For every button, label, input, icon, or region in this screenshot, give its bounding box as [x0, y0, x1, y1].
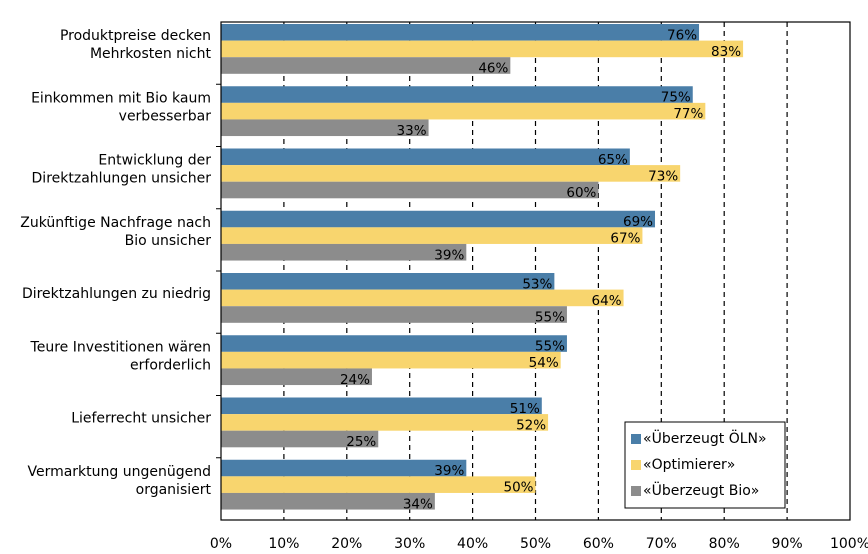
x-tick-label: 0% — [210, 536, 232, 552]
category-label: verbesserbar — [119, 108, 212, 124]
x-tick-label: 90% — [772, 536, 803, 552]
value-label: 52% — [516, 417, 546, 433]
value-label: 39% — [434, 463, 464, 479]
category-label: Direktzahlungen zu niedrig — [22, 286, 211, 302]
value-label: 39% — [434, 247, 464, 263]
plot-frame — [220, 21, 851, 521]
value-label: 54% — [529, 355, 559, 371]
category-label: Bio unsicher — [125, 233, 212, 249]
category-label: Teure Investitionen wären — [30, 339, 211, 355]
x-tick-label: 80% — [709, 536, 740, 552]
value-label: 73% — [648, 168, 678, 184]
bar — [221, 24, 700, 41]
legend-swatch — [631, 434, 641, 444]
value-label: 24% — [340, 372, 370, 388]
value-label: 69% — [623, 214, 653, 230]
bar — [221, 368, 372, 386]
category-label: Zukünftige Nachfrage nach — [20, 215, 211, 231]
bar — [221, 414, 549, 431]
legend-swatch — [631, 486, 641, 496]
legend-box — [624, 421, 786, 509]
value-label: 76% — [667, 27, 697, 43]
value-label: 33% — [397, 123, 427, 139]
x-tick-label: 70% — [646, 536, 677, 552]
x-tick-label: 10% — [268, 536, 299, 552]
bar — [221, 351, 561, 369]
x-tick-label: 40% — [457, 536, 488, 552]
value-label: 83% — [711, 44, 741, 60]
value-label: 34% — [403, 496, 433, 512]
category-label: Lieferrecht unsicher — [71, 411, 211, 427]
bar — [221, 57, 511, 74]
x-tick-label: 30% — [394, 536, 425, 552]
bar — [221, 397, 542, 415]
category-label: erforderlich — [130, 357, 211, 373]
x-tick-label: 20% — [331, 536, 362, 552]
x-tick-label: 60% — [583, 536, 614, 552]
bar — [221, 476, 536, 493]
bar — [221, 430, 379, 448]
value-label: 25% — [346, 434, 376, 450]
bar — [221, 102, 706, 120]
bar — [221, 289, 624, 307]
category-label: Entwicklung der — [98, 153, 211, 169]
bar — [221, 181, 599, 199]
bar — [221, 86, 693, 103]
value-label: 50% — [503, 480, 533, 496]
x-tick-label: 50% — [520, 536, 551, 552]
value-label: 64% — [592, 293, 622, 309]
legend-swatch — [631, 460, 641, 470]
value-label: 55% — [535, 310, 565, 326]
value-label: 46% — [478, 61, 508, 77]
bar — [221, 227, 643, 244]
value-label: 75% — [661, 90, 691, 106]
value-label: 55% — [535, 339, 565, 355]
category-label: Produktpreise decken — [60, 28, 211, 44]
value-label: 53% — [522, 276, 552, 292]
x-tick-label: 100% — [830, 536, 868, 552]
bar — [221, 119, 429, 137]
value-label: 77% — [673, 106, 703, 122]
bar — [221, 148, 630, 166]
legend-label: «Optimierer» — [643, 457, 735, 473]
bar — [221, 306, 567, 323]
bar — [221, 459, 467, 477]
category-label: Direktzahlungen unsicher — [32, 171, 212, 187]
bar — [221, 273, 555, 290]
bar — [221, 210, 656, 228]
category-label: Einkommen mit Bio kaum — [31, 90, 211, 106]
bar — [221, 335, 567, 352]
category-label: Vermarktung ungenügend — [27, 464, 211, 480]
bar — [221, 492, 435, 510]
value-label: 60% — [566, 185, 596, 201]
legend-label: «Überzeugt Bio» — [643, 481, 759, 499]
legend-label: «Überzeugt ÖLN» — [643, 429, 767, 447]
category-label: Mehrkosten nicht — [90, 46, 212, 62]
value-label: 51% — [510, 401, 540, 417]
bar — [221, 243, 467, 261]
bar — [221, 165, 681, 182]
bar — [221, 40, 744, 58]
category-label: organisiert — [136, 482, 212, 498]
value-label: 65% — [598, 152, 628, 168]
value-label: 67% — [610, 231, 640, 247]
